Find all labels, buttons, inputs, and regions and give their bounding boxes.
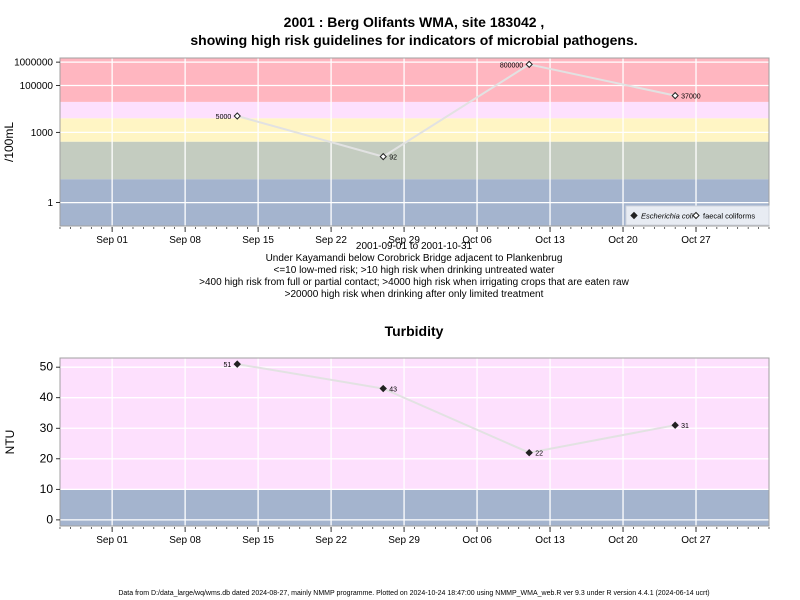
risk-band-band-red	[60, 58, 769, 102]
x-tick-label: Sep 15	[242, 535, 274, 546]
footer-note: Data from D:/data_large/wq/wms.db dated …	[118, 590, 709, 597]
risk-band-band-pink	[60, 101, 769, 119]
y-tick-label: 20	[40, 451, 54, 465]
caption-guideline-drinking: <=10 low-med risk; >10 high risk when dr…	[274, 265, 556, 276]
data-point	[671, 91, 679, 100]
data-point	[233, 112, 241, 120]
series-line-turbidity	[237, 363, 676, 454]
caption-site-description: Under Kayamandi below Corobrick Bridge a…	[266, 253, 563, 264]
legend-label-escherichia-coli: Escherichia coli	[641, 212, 693, 221]
x-tick-label: Oct 27	[681, 535, 711, 546]
series-line-faecal-coliforms	[236, 63, 676, 158]
risk-band-band-pink	[60, 358, 769, 490]
y-axis-label: NTU	[3, 430, 17, 455]
x-tick-label: Sep 01	[96, 535, 128, 546]
data-point	[525, 60, 533, 69]
legend-marker-escherichia-coli	[630, 211, 638, 220]
data-label: 5000	[216, 114, 232, 121]
legend-marker-faecal-coliforms	[692, 211, 700, 220]
x-tick-label: Oct 13	[535, 235, 565, 246]
data-point	[525, 448, 533, 457]
risk-band-band-yellow	[60, 118, 769, 142]
x-tick-label: Sep 22	[315, 235, 347, 246]
plot-frame	[59, 357, 770, 527]
x-tick-label: Sep 22	[315, 535, 347, 546]
y-tick-label: 10	[40, 482, 54, 496]
data-point	[671, 421, 679, 429]
x-tick-label: Sep 08	[169, 235, 201, 246]
y-axis-label: /100mL	[2, 122, 16, 162]
data-label: 800000	[500, 62, 523, 69]
y-tick-label: 1000	[31, 128, 54, 139]
x-tick-label: Oct 20	[608, 535, 638, 546]
chart-title-line-2: showing high risk guidelines for indicat…	[190, 32, 637, 48]
data-point	[379, 152, 387, 161]
x-tick-label: Sep 29	[388, 535, 420, 546]
caption-guideline-treatment: >20000 high risk when drinking after onl…	[285, 289, 544, 300]
x-tick-label: Sep 29	[388, 235, 420, 246]
legend-label-faecal-coliforms: faecal coliforms	[703, 212, 755, 221]
caption-date-range: 2001-09-01 to 2001-10-31	[356, 241, 473, 252]
data-label: 31	[681, 423, 689, 430]
y-tick-label: 40	[40, 390, 54, 404]
x-tick-label: Sep 15	[242, 235, 274, 246]
data-label: 43	[389, 387, 397, 394]
y-tick-label: 1000000	[14, 58, 53, 69]
legend: Escherichia coli faecal coliforms	[625, 205, 770, 226]
y-tick-label: 30	[40, 421, 54, 435]
caption-guideline-contact: >400 high risk from full or partial cont…	[199, 277, 629, 288]
y-tick-label: 1	[47, 198, 53, 209]
plot-frame	[59, 57, 770, 227]
x-tick-label: Sep 08	[169, 535, 201, 546]
data-label: 22	[535, 451, 543, 458]
x-tick-label: Oct 20	[608, 235, 638, 246]
y-tick-label: 0	[46, 512, 53, 526]
x-tick-label: Oct 06	[462, 235, 492, 246]
data-label: 92	[389, 155, 397, 162]
turbidity-panel: 0 10 20 30 40 50 Sep 01 Sep 08 Sep 15 Sep 22 Sep 2…	[3, 357, 770, 546]
x-tick-label: Oct 27	[681, 235, 711, 246]
chart-title-line-1: 2001 : Berg Olifants WMA, site 183042 ,	[284, 14, 545, 30]
y-tick-label: 100000	[20, 81, 54, 92]
x-tick-label: Oct 13	[535, 535, 565, 546]
y-tick-label: 50	[40, 360, 54, 374]
microbial-panel: 1 1000 100000 1000000 Sep 01 Sep 08 Sep 15 Sep …	[2, 57, 770, 246]
panel2-title: Turbidity	[385, 323, 444, 339]
x-tick-label: Oct 06	[462, 535, 492, 546]
data-point	[379, 384, 387, 393]
data-label: 51	[223, 362, 231, 369]
data-point	[233, 360, 241, 368]
data-label: 37000	[681, 94, 701, 101]
x-tick-label: Sep 01	[96, 235, 128, 246]
risk-band-band-green	[60, 141, 769, 180]
